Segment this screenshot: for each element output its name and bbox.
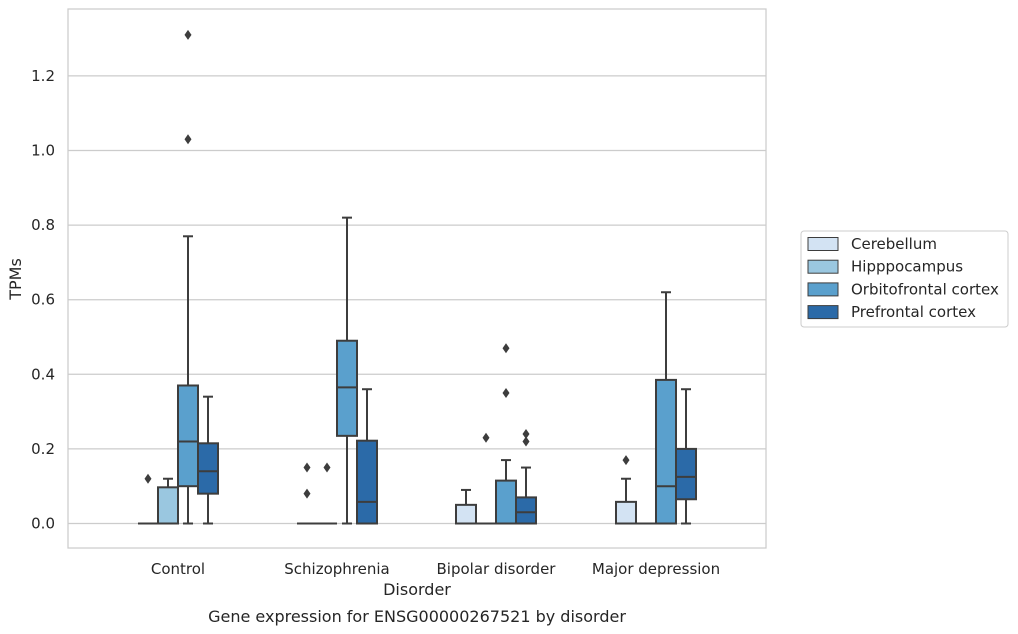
box [495, 479, 517, 525]
outlier-point [482, 432, 490, 443]
y-tick-label: 0.0 [31, 515, 55, 533]
box-group [356, 388, 378, 525]
legend-frame [800, 230, 1009, 328]
box-group [495, 343, 517, 525]
outlier-point [184, 29, 192, 40]
x-tick-label: Control [151, 560, 205, 578]
legend-label: Hipppocampus [851, 258, 963, 276]
y-tick-label: 0.6 [31, 291, 55, 309]
outlier-point [522, 428, 530, 439]
y-tick-label: 0.8 [31, 216, 55, 234]
plot-frame [67, 8, 767, 549]
outlier-point [502, 343, 510, 354]
box [615, 500, 637, 525]
x-ticks: Control Schizophrenia Bipolar disorder Majo… [151, 560, 720, 578]
box-group [177, 29, 199, 525]
box-group [336, 216, 358, 525]
x-tick-label: Schizophrenia [284, 560, 389, 578]
legend-items: Cerebellum Hipppocampus Orbitofrontal cort… [807, 235, 999, 321]
legend-swatch [807, 259, 839, 274]
y-tick-label: 1.2 [31, 67, 55, 85]
y-tick-label: 0.4 [31, 365, 55, 383]
outlier-point [184, 134, 192, 145]
box [655, 378, 677, 525]
box [515, 496, 537, 525]
box-group [138, 473, 158, 525]
y-ticks: 0.0 0.2 0.4 0.6 0.8 1.0 1.2 [31, 67, 55, 533]
box-group [476, 432, 496, 525]
y-tick-label: 0.2 [31, 440, 55, 458]
legend-label: Orbitofrontal cortex [851, 280, 999, 298]
outlier-point [303, 488, 311, 499]
outlier-point [303, 462, 311, 473]
legend: Cerebellum Hipppocampus Orbitofrontal cort… [800, 230, 1009, 328]
legend-label: Prefrontal cortex [851, 303, 976, 321]
box-group [297, 462, 317, 525]
box-group [615, 455, 637, 525]
outlier-point [144, 473, 152, 484]
box [177, 384, 199, 488]
box-group [455, 488, 477, 525]
box [675, 447, 697, 501]
legend-swatch [807, 305, 839, 320]
x-tick-label: Bipolar disorder [437, 560, 557, 578]
box [197, 442, 219, 495]
outlier-point [522, 436, 530, 447]
x-tick-label: Major depression [592, 560, 720, 578]
y-tick-label: 1.0 [31, 142, 55, 160]
legend-swatch [807, 282, 839, 297]
outlier-point [323, 462, 331, 473]
boxes [138, 29, 697, 525]
legend-label: Cerebellum [851, 235, 937, 253]
outlier-point [622, 455, 630, 466]
box-group [655, 291, 677, 525]
box-group [317, 462, 337, 525]
box [157, 486, 179, 525]
chart-caption: Gene expression for ENSG00000267521 by d… [208, 607, 626, 626]
box-group [197, 395, 219, 525]
box [455, 503, 477, 525]
legend-swatch [807, 237, 839, 251]
box-group [515, 428, 537, 525]
x-axis-label: Disorder [383, 580, 451, 599]
box [356, 439, 378, 525]
outlier-point [502, 387, 510, 398]
box-group [675, 388, 697, 525]
y-axis-label: TPMs [6, 258, 25, 301]
box-group [157, 477, 179, 525]
